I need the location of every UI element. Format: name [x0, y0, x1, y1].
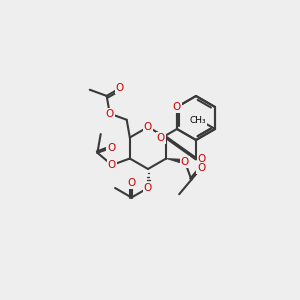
Text: O: O — [181, 157, 189, 167]
Text: O: O — [198, 154, 206, 164]
Text: O: O — [157, 133, 165, 143]
Text: O: O — [106, 109, 114, 118]
Text: O: O — [197, 163, 205, 173]
Text: O: O — [128, 178, 136, 188]
Polygon shape — [166, 158, 185, 164]
Text: O: O — [116, 83, 124, 93]
Text: O: O — [107, 143, 116, 153]
Text: O: O — [173, 102, 181, 112]
Text: CH₃: CH₃ — [190, 116, 206, 125]
Text: O: O — [108, 160, 116, 170]
Text: O: O — [144, 122, 152, 132]
Text: O: O — [144, 183, 152, 193]
